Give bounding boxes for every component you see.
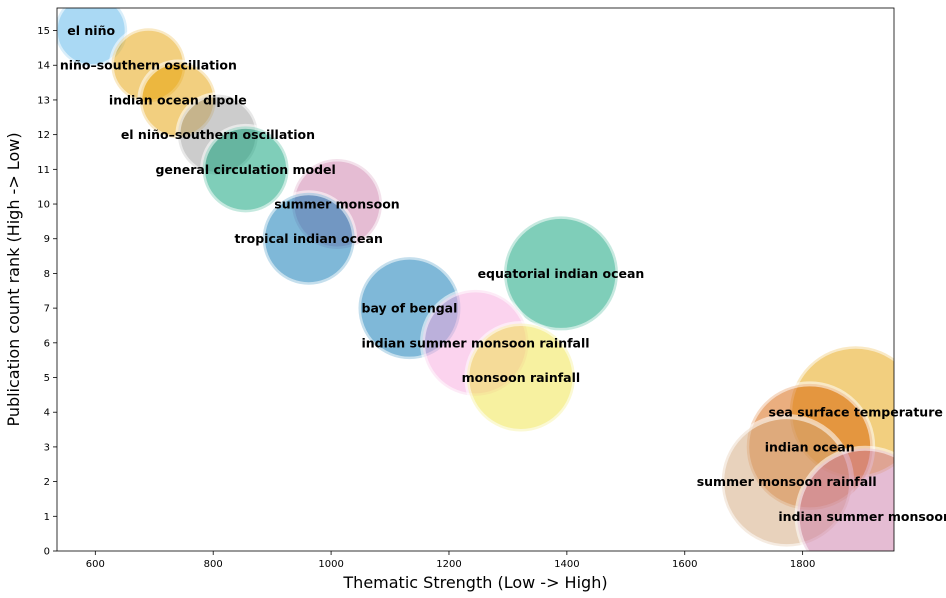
bubble [57, 8, 130, 70]
bubble-label: el niño–southern oscillation [121, 127, 315, 142]
x-tick-label: 1000 [318, 559, 343, 570]
bubble-layer [57, 8, 894, 551]
y-axis-title: Publication count rank (High -> Low) [4, 132, 23, 426]
x-tick-label: 1200 [436, 559, 461, 570]
bubble [501, 213, 621, 333]
x-tick-label: 800 [204, 559, 223, 570]
y-tick-label: 14 [37, 61, 50, 72]
y-tick-label: 3 [44, 442, 50, 453]
y-tick-label: 13 [37, 95, 50, 106]
bubble-label: equatorial indian ocean [478, 266, 645, 281]
bubble-label: indian summer monsoon rainfall [361, 335, 589, 350]
plot-frame [56, 7, 895, 552]
bubble-label: niño–southern oscillation [60, 58, 237, 73]
y-tick-label: 11 [37, 165, 50, 176]
bubble [464, 321, 578, 435]
bubble-label-layer: el niño niño–southern oscillation indian o… [60, 23, 946, 524]
x-tick-label: 1400 [554, 559, 579, 570]
bubble-label: monsoon rainfall [462, 370, 581, 385]
bubble-label: bay of bengal [362, 301, 458, 316]
bubble-label: el niño [67, 23, 115, 38]
bubble [260, 190, 358, 288]
x-tick-label: 1600 [672, 559, 697, 570]
bubble-label: general circulation model [155, 162, 335, 177]
y-tick-label: 2 [44, 477, 50, 488]
y-tick-label: 9 [44, 234, 50, 245]
y-tick-label: 7 [44, 304, 50, 315]
x-axis: 600 800 1000 1200 1400 1600 1800 [86, 551, 815, 570]
y-tick-label: 10 [37, 200, 50, 211]
bubble-label: summer monsoon rainfall [697, 474, 877, 489]
y-tick-label: 5 [44, 373, 50, 384]
y-tick-label: 1 [44, 512, 50, 523]
y-tick-label: 4 [44, 408, 50, 419]
y-tick-label: 0 [44, 547, 50, 558]
bubble-label: indian ocean dipole [109, 92, 247, 107]
bubble-label: sea surface temperature [769, 405, 943, 420]
x-axis-title: Thematic Strength (Low -> High) [342, 573, 607, 592]
y-tick-label: 15 [37, 26, 50, 37]
bubble-label: tropical indian ocean [235, 231, 383, 246]
y-tick-label: 12 [37, 130, 50, 141]
bubble-label: indian summer monsoon [778, 509, 946, 524]
y-tick-label: 6 [44, 338, 50, 349]
bubble-label: summer monsoon [274, 197, 399, 212]
y-tick-label: 8 [44, 269, 50, 280]
bubble [200, 123, 292, 215]
x-tick-label: 1800 [790, 559, 815, 570]
x-tick-label: 600 [86, 559, 105, 570]
bubble-label: indian ocean [765, 439, 855, 454]
bubble [794, 445, 894, 551]
